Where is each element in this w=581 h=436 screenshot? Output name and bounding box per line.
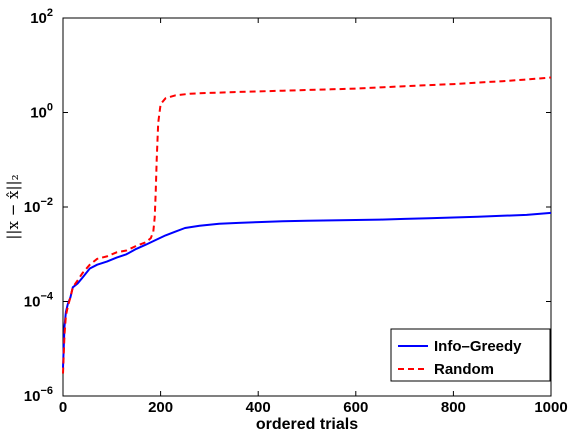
x-tick-label: 400 — [246, 399, 271, 416]
y-tick-label: 10−4 — [24, 291, 54, 311]
x-axis-title: ordered trials — [256, 416, 358, 433]
y-tick-label: 100 — [30, 102, 53, 122]
x-tick-label: 600 — [343, 399, 368, 416]
y-tick-label: 10−6 — [24, 385, 53, 405]
series-line-info-greedy — [62, 211, 552, 368]
legend-label-info-greedy: Info–Greedy — [434, 338, 522, 355]
series-line-random — [62, 76, 552, 374]
y-tick-label: 10−2 — [24, 196, 53, 216]
x-tick-label: 800 — [441, 399, 466, 416]
x-tick-label: 200 — [148, 399, 173, 416]
axis-ticks: 0 200 400 600 800 1000 10−6 10−4 10−2 100 102 — [24, 7, 568, 416]
x-tick-label: 0 — [59, 399, 67, 416]
x-tick-label: 1000 — [534, 399, 567, 416]
legend-box — [390, 328, 551, 382]
legend-label-random: Random — [434, 361, 494, 378]
series-layer — [62, 76, 552, 374]
legend: Info–Greedy Random — [390, 328, 551, 382]
y-tick-label: 102 — [30, 7, 53, 27]
y-axis-title: ||x − x̂||₂ — [4, 174, 22, 239]
